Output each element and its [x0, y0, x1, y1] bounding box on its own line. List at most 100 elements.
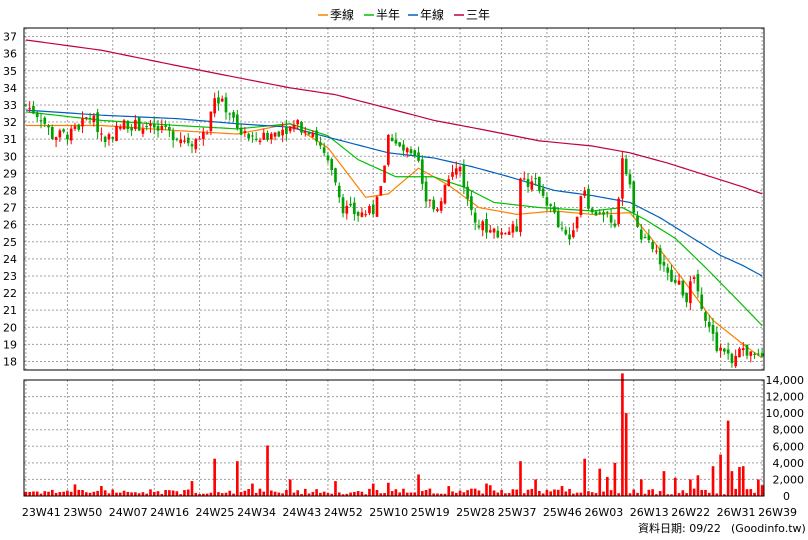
candle-body [319, 142, 322, 146]
volume-bar [175, 491, 179, 496]
volume-bar [594, 493, 598, 496]
candle-body [111, 137, 115, 139]
candle-body [511, 223, 515, 233]
volume-bar [149, 489, 152, 496]
candle-body [681, 280, 685, 296]
volume-tick-label: 14,000 [766, 374, 805, 387]
ma-line-3 [25, 109, 763, 277]
volume-bar [262, 491, 266, 496]
price-tick-label: 24 [3, 253, 17, 266]
volume-bar [69, 491, 73, 496]
candle-body [428, 199, 432, 201]
x-tick-label: 25W28 [456, 506, 495, 519]
candle-body [277, 131, 281, 137]
candle-body [239, 127, 243, 135]
volume-bar [243, 490, 247, 496]
volume-bar [715, 493, 719, 496]
candle-body [500, 232, 503, 235]
volume-bar [583, 458, 586, 496]
volume-bar [43, 491, 47, 496]
volume-bar [379, 493, 383, 496]
candle-body [417, 152, 420, 161]
volume-bar [488, 485, 492, 496]
candle-body [300, 121, 303, 133]
candle-body [741, 348, 745, 351]
price-tick-label: 20 [3, 321, 17, 334]
volume-bar [258, 488, 262, 496]
candle-body [655, 250, 658, 252]
volume-bar [439, 493, 443, 496]
volume-bar [658, 491, 662, 496]
candle-body [689, 281, 692, 304]
candle-body [707, 321, 711, 327]
volume-tick-label: 0 [783, 490, 790, 503]
candle-body [137, 117, 141, 131]
x-tick-label: 25W19 [411, 506, 450, 519]
candle-body [507, 231, 511, 235]
volume-bar [726, 420, 730, 496]
candle-body [753, 353, 756, 355]
candle-body [266, 132, 269, 140]
volume-bar [477, 490, 481, 496]
volume-bar [183, 490, 186, 496]
candle-body [424, 181, 428, 202]
volume-bar [266, 445, 269, 496]
volume-bar [54, 492, 58, 496]
volume-bar [394, 489, 398, 496]
volume-bar [360, 491, 364, 496]
price-tick-label: 19 [3, 338, 17, 351]
candle-body [602, 212, 605, 215]
candle-body [643, 236, 647, 239]
candle-body [35, 112, 39, 118]
volume-bar [232, 493, 235, 496]
volume-bar [315, 489, 318, 496]
volume-bar [375, 490, 379, 496]
ma-line-4 [25, 39, 763, 195]
candle-body [723, 348, 726, 352]
x-tick-label: 24W43 [282, 506, 321, 519]
volume-bar [458, 490, 462, 496]
candle-body [258, 140, 262, 143]
volume-bar [689, 479, 692, 496]
volume-bar [383, 493, 386, 496]
candle-body [613, 223, 617, 227]
volume-bar [387, 482, 390, 496]
volume-bar [613, 462, 617, 496]
candle-body [575, 216, 579, 229]
candle-body [32, 105, 35, 114]
volume-bar [202, 493, 205, 496]
candle-body [526, 179, 530, 187]
candle-body [409, 149, 413, 154]
candlestick-series [24, 90, 764, 369]
volume-bar [485, 483, 488, 496]
candle-body [130, 127, 133, 131]
candle-body [587, 188, 590, 209]
ma-line-1 [25, 123, 763, 359]
candle-body [621, 158, 624, 199]
volume-bar [685, 493, 688, 496]
volume-bar [568, 488, 571, 496]
volume-bar [371, 483, 375, 496]
volume-bar [572, 493, 575, 496]
candle-body [371, 204, 375, 215]
candle-body [598, 212, 602, 214]
x-tick-label: 25W10 [369, 506, 408, 519]
volume-bar [405, 492, 409, 496]
volume-bar [451, 491, 454, 496]
candle-body [685, 292, 688, 303]
volume-bar [107, 493, 111, 496]
price-tick-label: 33 [3, 99, 17, 112]
candle-body [568, 234, 571, 240]
volume-bar [307, 493, 311, 496]
candle-body [368, 206, 371, 214]
candle-body [405, 148, 409, 153]
candle-body [534, 178, 537, 180]
volume-bar [749, 489, 753, 496]
candle-body [168, 126, 171, 131]
candle-body [356, 212, 360, 216]
price-tick-label: 25 [3, 236, 17, 249]
volume-bar [692, 488, 696, 496]
candle-body [224, 97, 228, 113]
volume-bar [28, 491, 31, 496]
